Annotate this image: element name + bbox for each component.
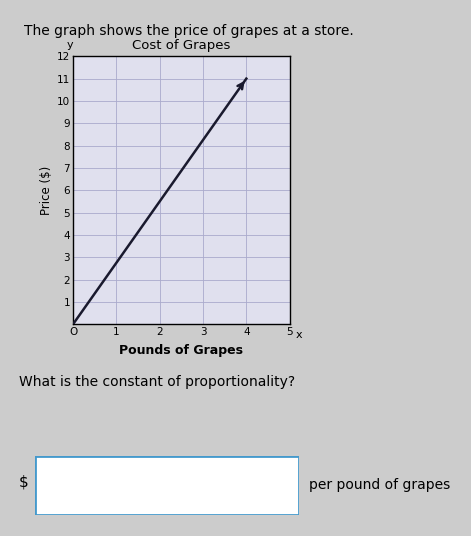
Text: $: $ [19,475,29,490]
Y-axis label: Price ($): Price ($) [40,166,53,215]
Text: x: x [296,331,303,340]
X-axis label: Pounds of Grapes: Pounds of Grapes [119,344,244,357]
Text: y: y [66,40,73,50]
Text: per pound of grapes: per pound of grapes [309,478,450,492]
Text: What is the constant of proportionality?: What is the constant of proportionality? [19,375,295,389]
Title: Cost of Grapes: Cost of Grapes [132,39,230,53]
FancyBboxPatch shape [35,456,299,515]
Text: The graph shows the price of grapes at a store.: The graph shows the price of grapes at a… [24,24,353,38]
